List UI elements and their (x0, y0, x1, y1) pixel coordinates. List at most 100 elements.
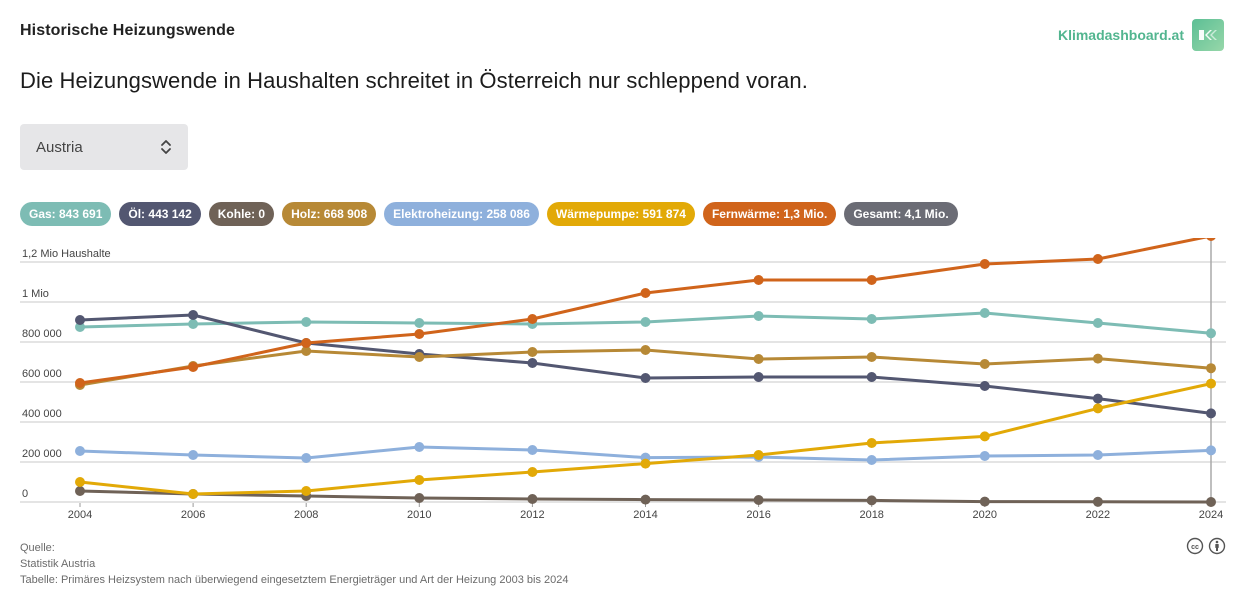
legend-pill-waermepumpe[interactable]: Wärmepumpe: 591 874 (546, 202, 695, 226)
data-point-kohle (1206, 497, 1216, 507)
table-note: Tabelle: Primäres Heizsystem nach überwi… (20, 574, 569, 586)
data-point-holz (640, 345, 651, 355)
data-point-waermepumpe (301, 486, 312, 496)
data-point-elektroheizung (301, 453, 312, 463)
attribution-icon[interactable] (1208, 537, 1226, 560)
data-point-oel (866, 372, 877, 382)
data-point-gas (866, 314, 877, 324)
data-point-oel (640, 373, 651, 383)
x-tick-label: 2022 (1086, 509, 1110, 520)
y-tick-label: 0 (22, 488, 28, 500)
series-line-oel (78, 313, 1213, 415)
brand-link[interactable]: Klimadashboard.at (1058, 19, 1224, 51)
creative-commons-icon[interactable]: cc (1186, 537, 1204, 560)
source-name: Statistik Austria (20, 558, 96, 570)
legend-pill-kohle[interactable]: Kohle: 0 (208, 202, 275, 226)
data-point-gas (188, 319, 199, 329)
legend-pill-oel[interactable]: Öl: 443 142 (119, 202, 201, 226)
data-point-oel (188, 310, 199, 320)
data-point-kohle (640, 494, 651, 505)
x-tick-label: 2008 (294, 509, 318, 520)
y-tick-label: 400 000 (22, 408, 62, 420)
legend-pill-elektroheizung[interactable]: Elektroheizung: 258 086 (384, 202, 539, 226)
x-tick-label: 2018 (859, 509, 883, 520)
data-point-fernwaerme (75, 378, 85, 388)
legend-pills: Gas: 843 691 Öl: 443 142 Kohle: 0 Holz: … (20, 202, 958, 226)
legend-pill-gesamt[interactable]: Gesamt: 4,1 Mio. (844, 202, 958, 226)
data-point-elektroheizung (527, 445, 538, 455)
data-point-waermepumpe (527, 467, 538, 477)
line-chart[interactable]: 0 200 000 400 000 600 000 800 000 1 Mio 1,2 Mi… (0, 238, 1246, 520)
source-footer: Quelle: Statistik Austria Tabelle: Primä… (20, 540, 568, 588)
x-tick-label: 2020 (973, 509, 997, 520)
data-point-gas (1206, 328, 1216, 339)
data-point-kohle (414, 493, 425, 503)
data-point-oel (1206, 408, 1216, 419)
data-point-fernwaerme (301, 338, 312, 348)
series-line-waermepumpe (78, 382, 1213, 496)
line-chart-svg[interactable]: 0 200 000 400 000 600 000 800 000 1 Mio 1,2 Mi… (0, 238, 1246, 520)
legend-pill-holz[interactable]: Holz: 668 908 (282, 202, 377, 226)
data-point-fernwaerme (979, 259, 990, 269)
data-point-fernwaerme (414, 329, 425, 339)
x-tick-label: 2006 (181, 509, 205, 520)
data-point-elektroheizung (414, 442, 425, 452)
legend-pill-gas[interactable]: Gas: 843 691 (20, 202, 112, 226)
region-select[interactable]: Austria (20, 124, 188, 170)
data-point-elektroheizung (1206, 445, 1216, 456)
klimadashboard-logo-icon[interactable] (1192, 19, 1224, 51)
y-tick-label: 1,2 Mio Haushalte (22, 248, 111, 260)
y-tick-label: 800 000 (22, 328, 62, 340)
x-tick-label: 2004 (68, 509, 92, 520)
data-point-oel (979, 381, 990, 391)
x-tick-label: 2024 (1199, 509, 1223, 520)
data-point-gas (979, 308, 990, 318)
data-point-holz (866, 352, 877, 362)
data-point-kohle (979, 496, 990, 507)
data-point-waermepumpe (188, 489, 199, 499)
data-point-waermepumpe (75, 477, 85, 487)
chart-kicker: Historische Heizungswende (20, 22, 235, 39)
data-point-waermepumpe (1092, 403, 1103, 414)
data-point-waermepumpe (640, 458, 651, 469)
data-point-fernwaerme (866, 275, 877, 285)
data-point-kohle (527, 494, 538, 504)
x-tick-label: 2012 (520, 509, 544, 520)
x-tick-label: 2016 (746, 509, 770, 520)
source-label: Quelle: (20, 542, 55, 554)
data-point-waermepumpe (866, 438, 877, 448)
data-point-gas (640, 317, 651, 327)
data-point-oel (527, 358, 538, 368)
data-point-kohle (753, 495, 764, 505)
data-point-elektroheizung (75, 446, 85, 456)
data-point-gas (414, 318, 425, 328)
data-point-waermepumpe (753, 450, 764, 460)
data-point-fernwaerme (640, 288, 651, 298)
data-point-kohle (1092, 496, 1103, 507)
data-point-fernwaerme (1092, 254, 1103, 264)
data-point-gas (75, 322, 85, 332)
data-point-holz (527, 347, 538, 357)
chart-headline: Die Heizungswende in Haushalten schreite… (20, 68, 808, 93)
data-point-gas (301, 317, 312, 327)
data-point-holz (753, 354, 764, 364)
data-point-oel (75, 315, 85, 325)
data-point-holz (301, 346, 312, 356)
data-point-elektroheizung (1092, 450, 1103, 460)
data-point-oel (753, 372, 764, 382)
region-select-value: Austria (36, 138, 83, 156)
data-point-holz (1092, 353, 1103, 364)
x-tick-label: 2014 (633, 509, 657, 520)
y-tick-label: 1 Mio (22, 288, 49, 300)
data-point-fernwaerme (1206, 238, 1216, 241)
y-tick-label: 600 000 (22, 368, 62, 380)
legend-pill-fernwaerme[interactable]: Fernwärme: 1,3 Mio. (702, 202, 837, 226)
data-point-elektroheizung (866, 455, 877, 465)
data-point-holz (979, 359, 990, 369)
chevron-up-down-icon (160, 138, 172, 156)
data-point-kohle (866, 495, 877, 506)
data-point-holz (414, 352, 425, 362)
brand-name[interactable]: Klimadashboard.at (1057, 27, 1184, 43)
data-point-oel (1092, 393, 1103, 404)
